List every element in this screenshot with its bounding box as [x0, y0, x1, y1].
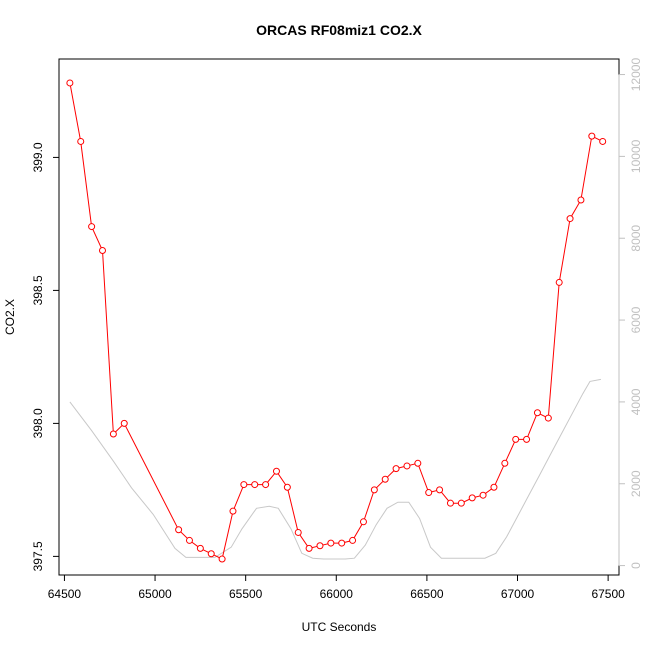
y-tick-label: 398.0 — [31, 408, 45, 438]
co2-data-point — [283, 483, 291, 491]
co2-data-point — [523, 435, 531, 443]
co2-data-point — [98, 247, 106, 255]
x-tick-label: 67500 — [591, 587, 625, 601]
co2-data-point — [370, 486, 378, 494]
x-tick-label: 66500 — [410, 587, 444, 601]
secondary-series-line — [69, 378, 601, 560]
y-axis-right: 0 2000 4000 6000 8000 10000 12000 — [618, 58, 643, 569]
co2-data-point — [414, 459, 422, 467]
co2-data-point — [349, 536, 357, 544]
co2-data-point — [175, 526, 183, 534]
co2-data-point — [577, 196, 585, 204]
co2-data-point — [109, 430, 117, 438]
y2-tick-label: 6000 — [629, 306, 643, 333]
co2-data-point — [196, 544, 204, 552]
x-tick-label: 65000 — [138, 587, 172, 601]
co2-data-point — [533, 409, 541, 417]
co2-data-point — [490, 483, 498, 491]
co2-data-point — [77, 137, 85, 145]
co2-data-point — [185, 536, 193, 544]
co2-data-point — [240, 481, 248, 489]
y-tick-label: 398.5 — [31, 275, 45, 305]
co2-data-point — [272, 467, 280, 475]
co2-data-point — [327, 539, 335, 547]
co2-data-point — [305, 544, 313, 552]
co2-data-point — [294, 528, 302, 536]
x-tick-label: 67000 — [501, 587, 535, 601]
x-tick-label: 66000 — [320, 587, 354, 601]
co2-data-point — [436, 486, 444, 494]
co2-data-point — [425, 489, 433, 497]
x-axis: 64500 65000 65500 66000 66500 67000 67500 — [48, 574, 625, 601]
co2-data-point — [88, 223, 96, 231]
co2-data-point — [251, 481, 259, 489]
co2-data-point — [338, 539, 346, 547]
co2-data-point — [120, 419, 128, 427]
co2-data-point — [479, 491, 487, 499]
co2-data-point — [544, 414, 552, 422]
co2-data-point — [403, 462, 411, 470]
y-tick-label: 399.0 — [31, 142, 45, 172]
co2-data-point — [262, 481, 270, 489]
y-axis-label: CO2.X — [3, 299, 17, 335]
co2-data-point — [566, 215, 574, 223]
co2-data-point — [457, 499, 465, 507]
x-tick-label: 65500 — [229, 587, 263, 601]
co2-data-point — [446, 499, 454, 507]
co2-data-point — [218, 555, 226, 563]
co2-data-point — [207, 550, 215, 558]
y2-tick-label: 2000 — [629, 470, 643, 497]
y2-tick-label: 10000 — [629, 139, 643, 173]
co2-data-point — [316, 542, 324, 550]
y-tick-label: 397.5 — [31, 541, 45, 571]
co2-data-point — [229, 507, 237, 515]
co2-data-point — [501, 459, 509, 467]
co2-data-point — [381, 475, 389, 483]
x-tick-label: 64500 — [48, 587, 82, 601]
co2-data-point — [512, 435, 520, 443]
co2-data-point — [66, 79, 74, 87]
chart-title: ORCAS RF08miz1 CO2.X — [256, 22, 422, 38]
y2-tick-label: 8000 — [629, 225, 643, 252]
y-axis-left: 397.5 398.0 398.5 399.0 — [31, 142, 60, 571]
co2-data-point — [588, 132, 596, 140]
y2-tick-label: 0 — [629, 562, 643, 569]
co2-data-point — [392, 465, 400, 473]
y2-tick-label: 4000 — [629, 388, 643, 415]
y2-tick-label: 12000 — [629, 58, 643, 92]
x-axis-label: UTC Seconds — [302, 620, 377, 634]
co2-data-point — [468, 494, 476, 502]
co2-data-point — [555, 278, 563, 286]
co2-data-point — [359, 518, 367, 526]
co2-series-line — [69, 82, 603, 560]
plot-frame — [58, 58, 620, 576]
co2-data-point — [599, 137, 607, 145]
series-layer — [66, 79, 607, 563]
